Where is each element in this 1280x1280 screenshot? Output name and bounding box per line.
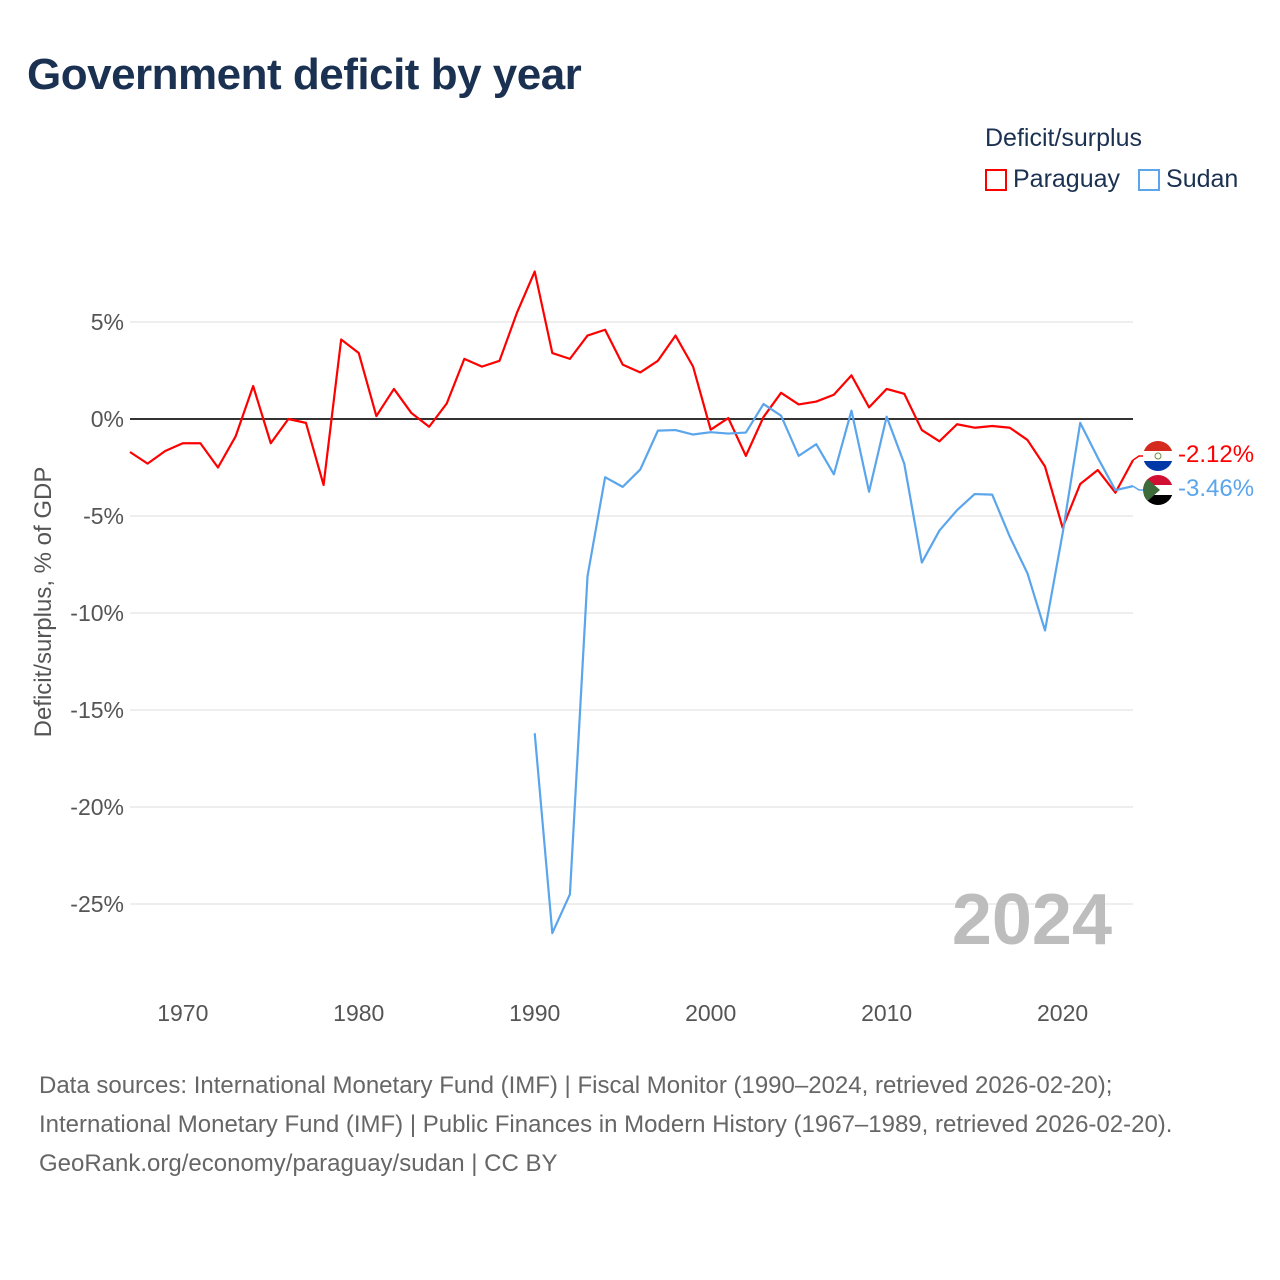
- y-tick-label: -10%: [70, 600, 124, 626]
- plot-area: 5% 0% -5% -10% -15% -20% -25% 1970 1980 1990 2000 2…: [30, 270, 1254, 1026]
- y-tick-label: 0%: [91, 406, 124, 432]
- paraguay-flag-icon: [1143, 441, 1173, 471]
- x-tick-label: 1990: [509, 1000, 560, 1026]
- attribution-link[interactable]: GeoRank.org/economy/paraguay/sudan | CC …: [39, 1150, 558, 1177]
- data-sources: Data sources: International Monetary Fun…: [39, 1072, 1173, 1138]
- legend-item-paraguay[interactable]: Paraguay: [985, 165, 1120, 194]
- y-axis-label: Deficit/surplus, % of GDP: [30, 467, 57, 738]
- series-line-sudan: [533, 402, 1134, 935]
- y-tick-label: -25%: [70, 891, 124, 917]
- x-tick-label: 1980: [333, 1000, 384, 1026]
- year-watermark: 2024: [952, 880, 1112, 960]
- chart-title: Government deficit by year: [27, 50, 582, 99]
- series-line-paraguay: [129, 270, 1134, 529]
- end-label-sudan: -3.46%: [1178, 475, 1254, 502]
- legend-title: Deficit/surplus: [985, 124, 1142, 152]
- y-tick-label: 5%: [91, 309, 124, 335]
- x-tick-label: 2020: [1037, 1000, 1088, 1026]
- footer: Data sources: International Monetary Fun…: [39, 1066, 1239, 1183]
- legend-label-paraguay: Paraguay: [1013, 165, 1121, 193]
- end-label-connector: [1132, 485, 1143, 491]
- legend-swatch-sudan: [1138, 168, 1161, 191]
- y-tick-label: -5%: [83, 503, 124, 529]
- y-tick-label: -15%: [70, 697, 124, 723]
- legend-item-sudan[interactable]: Sudan: [1138, 165, 1238, 194]
- legend-swatch-paraguay: [985, 168, 1007, 191]
- sudan-flag-icon: [1143, 475, 1173, 505]
- x-tick-label: 1970: [157, 1000, 208, 1026]
- end-label-connector: [1132, 455, 1143, 461]
- x-tick-label: 2010: [861, 1000, 912, 1026]
- x-tick-label: 2000: [685, 1000, 736, 1026]
- end-label-paraguay: -2.12%: [1178, 441, 1254, 468]
- y-tick-label: -20%: [70, 794, 124, 820]
- legend: Paraguay Sudan: [985, 165, 1238, 194]
- legend-label-sudan: Sudan: [1166, 165, 1239, 193]
